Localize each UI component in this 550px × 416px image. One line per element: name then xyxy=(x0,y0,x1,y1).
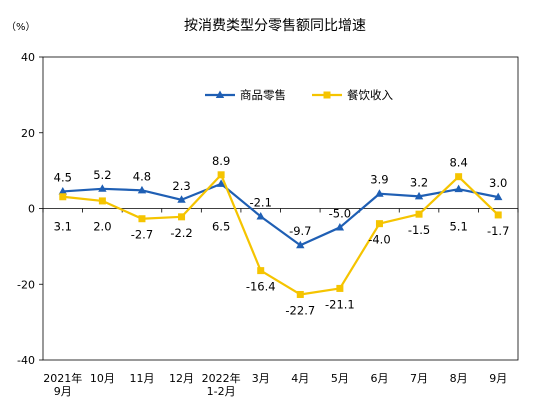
data-label-catering: 8.9 xyxy=(212,154,230,168)
data-point-catering xyxy=(98,197,106,205)
data-point-catering xyxy=(138,215,146,223)
legend-label: 商品零售 xyxy=(240,88,286,102)
x-tick-label: 5月 xyxy=(331,372,349,385)
x-tick-label: 10月 xyxy=(90,372,115,385)
data-label-retail: 6.5 xyxy=(212,220,230,234)
data-label-retail: -2.1 xyxy=(249,195,271,209)
x-tick-label: 3月 xyxy=(252,372,270,385)
data-point-retail xyxy=(216,179,226,187)
x-tick-label: 7月 xyxy=(410,372,428,385)
data-label-catering: -4.0 xyxy=(368,233,390,247)
data-label-retail: 2.3 xyxy=(172,179,190,193)
data-point-retail xyxy=(177,195,186,203)
data-point-catering xyxy=(455,173,463,181)
x-tick-label: 12月 xyxy=(169,372,194,385)
data-point-catering xyxy=(375,220,383,228)
data-point-catering xyxy=(494,211,502,219)
data-label-retail: 4.8 xyxy=(133,169,151,183)
data-point-retail xyxy=(375,189,384,197)
data-label-retail: 4.5 xyxy=(54,170,72,184)
data-point-retail xyxy=(98,184,107,192)
data-point-retail xyxy=(335,222,345,231)
x-tick-label: 9月 xyxy=(489,372,507,385)
x-tick-label: 2022年 1-2月 xyxy=(202,371,241,398)
data-point-retail xyxy=(137,185,147,194)
data-point-catering xyxy=(178,213,186,221)
series-line-1 xyxy=(62,182,499,247)
data-point-catering xyxy=(257,267,265,275)
data-label-catering: -2.7 xyxy=(131,228,153,242)
data-label-retail: 5.1 xyxy=(449,220,467,234)
y-axis-unit-label: （%） xyxy=(6,21,36,33)
series-line-2 xyxy=(62,173,499,296)
data-label-catering: -1.5 xyxy=(408,223,430,237)
legend-marker-catering xyxy=(323,91,331,99)
x-tick-label: 4月 xyxy=(291,372,309,385)
x-tick-label: 8月 xyxy=(450,372,468,385)
data-label-catering: -1.7 xyxy=(487,224,509,238)
y-tick-label: -20 xyxy=(17,278,35,291)
data-point-retail xyxy=(494,192,503,201)
data-label-catering: -22.7 xyxy=(285,303,315,317)
legend-label: 餐饮收入 xyxy=(347,88,393,102)
data-label-retail: 5.2 xyxy=(93,168,111,182)
y-tick-label: 0 xyxy=(28,203,35,216)
legend: 商品零售 餐饮收入 xyxy=(205,88,393,102)
data-point-catering xyxy=(336,284,344,292)
data-label-retail: 3.2 xyxy=(410,175,428,189)
data-point-catering xyxy=(217,171,225,179)
plot-area: 40 20 0 -20 -40 2021年 9月 10月 11月 12月 2022年 1-2月 3月 4月… xyxy=(17,51,519,398)
data-label-catering: 8.4 xyxy=(449,156,467,170)
data-label-retail: 3.0 xyxy=(489,176,507,190)
data-label-catering: 3.1 xyxy=(54,220,72,234)
y-tick-label: -40 xyxy=(17,354,35,367)
data-point-retail xyxy=(454,184,463,193)
y-tick-label: 20 xyxy=(21,127,35,140)
x-tick-label: 6月 xyxy=(370,372,388,385)
data-label-catering: -2.2 xyxy=(170,226,192,240)
data-label-retail: -5.0 xyxy=(329,206,351,220)
x-tick-label: 2021年 9月 xyxy=(43,371,82,398)
y-tick-label: 40 xyxy=(21,51,35,64)
data-label-catering: 2.0 xyxy=(93,220,111,234)
data-label-catering: -16.4 xyxy=(246,280,276,294)
data-point-retail xyxy=(256,211,265,220)
legend-marker-retail xyxy=(215,90,225,98)
data-label-catering: -21.1 xyxy=(325,297,355,311)
data-point-catering xyxy=(59,193,67,201)
data-label-retail: 3.9 xyxy=(370,173,388,187)
x-tick-label: 11月 xyxy=(129,372,154,385)
data-point-catering xyxy=(415,210,423,218)
data-point-retail xyxy=(414,191,424,200)
data-label-retail: -9.7 xyxy=(289,224,311,238)
chart-title: 按消费类型分零售额同比增速 xyxy=(184,18,366,34)
data-point-retail xyxy=(296,240,305,249)
data-point-retail xyxy=(58,186,67,195)
data-point-catering xyxy=(296,290,304,298)
